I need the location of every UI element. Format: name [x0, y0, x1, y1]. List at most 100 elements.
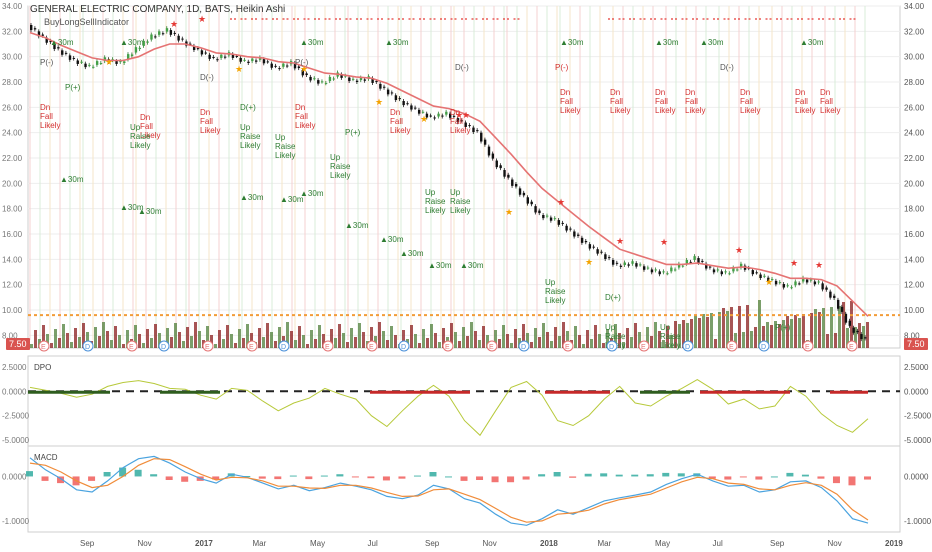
volume-bar: [394, 335, 397, 348]
volume-bar: [690, 319, 693, 348]
candle-body: [794, 281, 797, 286]
candle-body: [286, 65, 289, 67]
event-badge: [562, 340, 574, 352]
timeframe-30m-label: ▲30m: [345, 221, 369, 230]
candle-body: [61, 50, 64, 55]
volume-bar: [234, 343, 237, 348]
volume-bar: [338, 324, 341, 348]
macd-histogram-bar: [538, 474, 546, 477]
candle-body: [251, 58, 254, 62]
price-y-tick: 22.00: [904, 154, 925, 163]
volume-bar: [834, 333, 837, 348]
volume-bar: [718, 312, 721, 348]
candle-body: [425, 113, 429, 118]
volume-bar: [142, 343, 145, 348]
volume-bar: [726, 311, 729, 348]
macd-histogram-bar: [755, 476, 763, 480]
price-y-tick-left: 10.00: [2, 306, 23, 315]
x-axis-label: Mar: [598, 539, 612, 548]
dn-fall-likely-label: Likely: [795, 106, 815, 115]
dpo-y-tick-left: 2.5000: [2, 363, 27, 372]
candle-body: [181, 38, 184, 40]
event-badge-label: E: [249, 344, 254, 351]
candle-body: [441, 115, 444, 117]
volume-bar: [738, 306, 741, 348]
volume-bar: [466, 336, 469, 348]
dn-fall-likely-label: Dn: [450, 108, 460, 117]
dn-fall-likely-label: Fall: [560, 97, 573, 106]
candle-body: [798, 283, 801, 285]
candle-body: [173, 32, 176, 34]
volume-bar: [294, 340, 297, 348]
volume-bar: [814, 309, 817, 348]
candle-body: [759, 274, 762, 279]
macd-histogram-bar: [662, 472, 670, 477]
candle-body: [189, 43, 192, 45]
macd-histogram-bar: [88, 476, 96, 481]
timeframe-30m-label: ▲30m: [800, 38, 824, 47]
candle-body: [642, 266, 646, 270]
candle-body: [511, 179, 514, 186]
volume-bar: [774, 321, 777, 348]
volume-bar: [70, 342, 73, 348]
volume-bar: [782, 320, 785, 348]
volume-bar: [746, 305, 749, 348]
candle-body: [37, 31, 41, 37]
dn-fall-likely-label: Likely: [685, 106, 705, 115]
event-badge-label: E: [369, 344, 374, 351]
pd-signal-label: P(-): [295, 58, 309, 67]
candle-body: [534, 206, 537, 213]
volume-bar: [110, 340, 113, 348]
candle-body: [530, 201, 533, 205]
volume-bar: [542, 323, 545, 348]
volume-bar: [178, 332, 181, 348]
volume-bar: [854, 327, 857, 348]
candle-body: [258, 57, 262, 60]
macd-histogram-bar: [289, 475, 297, 477]
price-y-tick: 30.00: [904, 53, 925, 62]
timeframe-30m-label: ▲30m: [138, 207, 162, 216]
candle-body: [689, 261, 692, 263]
up-raise-likely-label: Raise: [425, 197, 446, 206]
candle-body: [844, 313, 848, 323]
dn-fall-likely-label: Dn: [200, 108, 210, 117]
price-badge-right: 7.50: [904, 338, 928, 350]
candle-body: [724, 271, 727, 273]
timeframe-30m-label: ▲30m: [60, 175, 84, 184]
candle-body: [212, 56, 215, 58]
event-badge: [202, 340, 214, 352]
volume-bar: [158, 333, 161, 348]
volume-bar: [770, 325, 773, 348]
candle-body: [293, 63, 297, 69]
x-axis-label: May: [310, 539, 325, 548]
price-y-tick: 20.00: [904, 179, 925, 188]
dn-fall-likely-label: Fall: [655, 97, 668, 106]
volume-bar: [274, 341, 277, 348]
candle-body: [196, 48, 200, 50]
candle-body: [809, 279, 813, 281]
macd-histogram-bar: [615, 474, 623, 477]
macd-histogram-bar: [786, 472, 794, 477]
candle-body: [177, 35, 180, 41]
candle-body: [755, 272, 758, 274]
price-y-tick-left: 32.00: [2, 27, 23, 36]
candle-body: [627, 264, 630, 266]
volume-bar: [702, 314, 705, 348]
event-badge: [682, 340, 694, 352]
dpo-y-tick: 2.5000: [904, 363, 929, 372]
dn-fall-likely-label: Likely: [655, 106, 675, 115]
price-y-tick: 10.00: [904, 306, 925, 315]
candle-body: [119, 61, 122, 63]
event-badge: [638, 340, 650, 352]
volume-bar: [54, 329, 57, 348]
candle-body: [142, 40, 145, 46]
volume-bar: [674, 321, 677, 348]
dpo-title: DPO: [34, 363, 51, 372]
volume-bar: [546, 332, 549, 348]
up-raise-likely-label: Likely: [240, 141, 260, 150]
macd-y-tick: -1.0000: [904, 517, 932, 526]
candle-body: [712, 269, 716, 273]
candle-body: [355, 80, 359, 82]
timeframe-30m-label: ▲30m: [50, 38, 74, 47]
event-badge: [366, 340, 378, 352]
